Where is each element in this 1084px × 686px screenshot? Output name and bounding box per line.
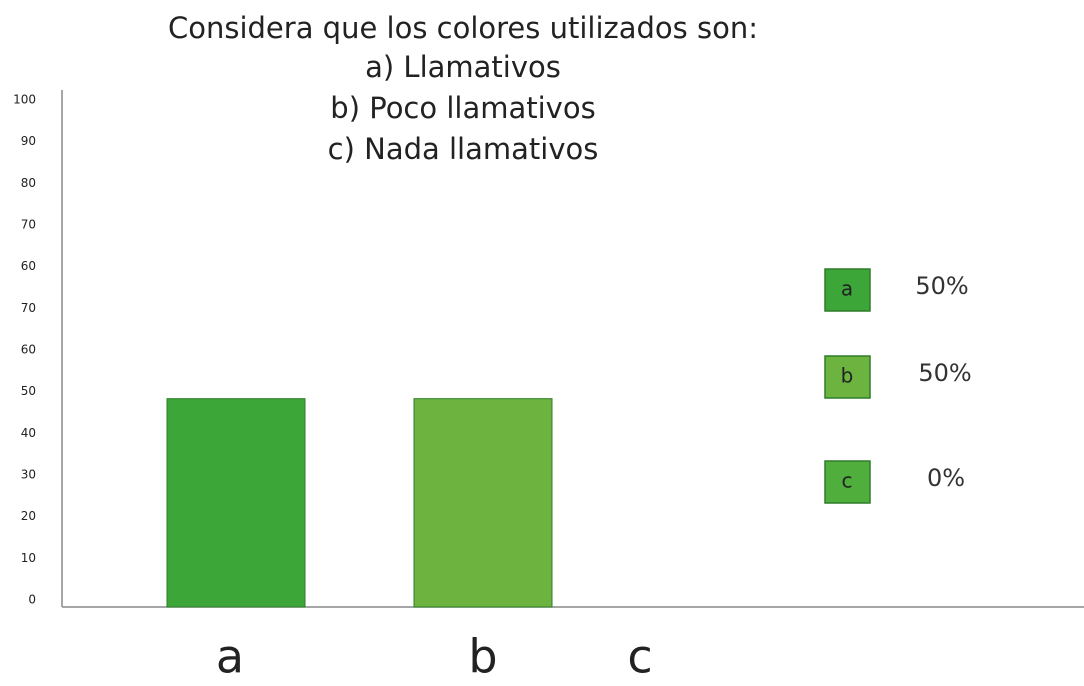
y-tick-label: 90: [21, 134, 36, 148]
x-tick-label: c: [627, 630, 652, 684]
y-tick-label: 30: [21, 468, 36, 482]
value-label: 50%: [915, 272, 968, 300]
legend-label: c: [842, 469, 853, 493]
chart-title: Considera que los colores utilizados son…: [168, 11, 758, 45]
legend-swatch: [824, 355, 871, 399]
bar: [166, 398, 306, 608]
y-tick-label: 70: [21, 301, 36, 315]
bar: [413, 398, 553, 608]
y-tick-label: 50: [21, 384, 36, 398]
value-label: 50%: [918, 359, 971, 387]
y-tick-label: 100: [13, 93, 36, 107]
y-tick-label: 60: [21, 259, 36, 273]
y-tick-label: 40: [21, 426, 36, 440]
x-tick-label: b: [468, 630, 497, 684]
y-tick-label: 60: [21, 343, 36, 357]
option-text: b) Poco llamativos: [330, 91, 595, 125]
legend-swatch: [824, 460, 871, 504]
value-label: 0%: [927, 464, 965, 492]
y-tick-label: 70: [21, 218, 36, 232]
y-tick-label: 20: [21, 509, 36, 523]
legend-swatch: [824, 268, 871, 312]
y-tick-label: 0: [28, 593, 36, 607]
option-text: a) Llamativos: [365, 50, 561, 84]
option-text: c) Nada llamativos: [328, 132, 599, 166]
y-tick-label: 10: [21, 551, 36, 565]
y-tick-label: 80: [21, 176, 36, 190]
legend-label: a: [841, 277, 853, 301]
x-tick-label: a: [216, 630, 244, 684]
legend-label: b: [841, 364, 854, 388]
